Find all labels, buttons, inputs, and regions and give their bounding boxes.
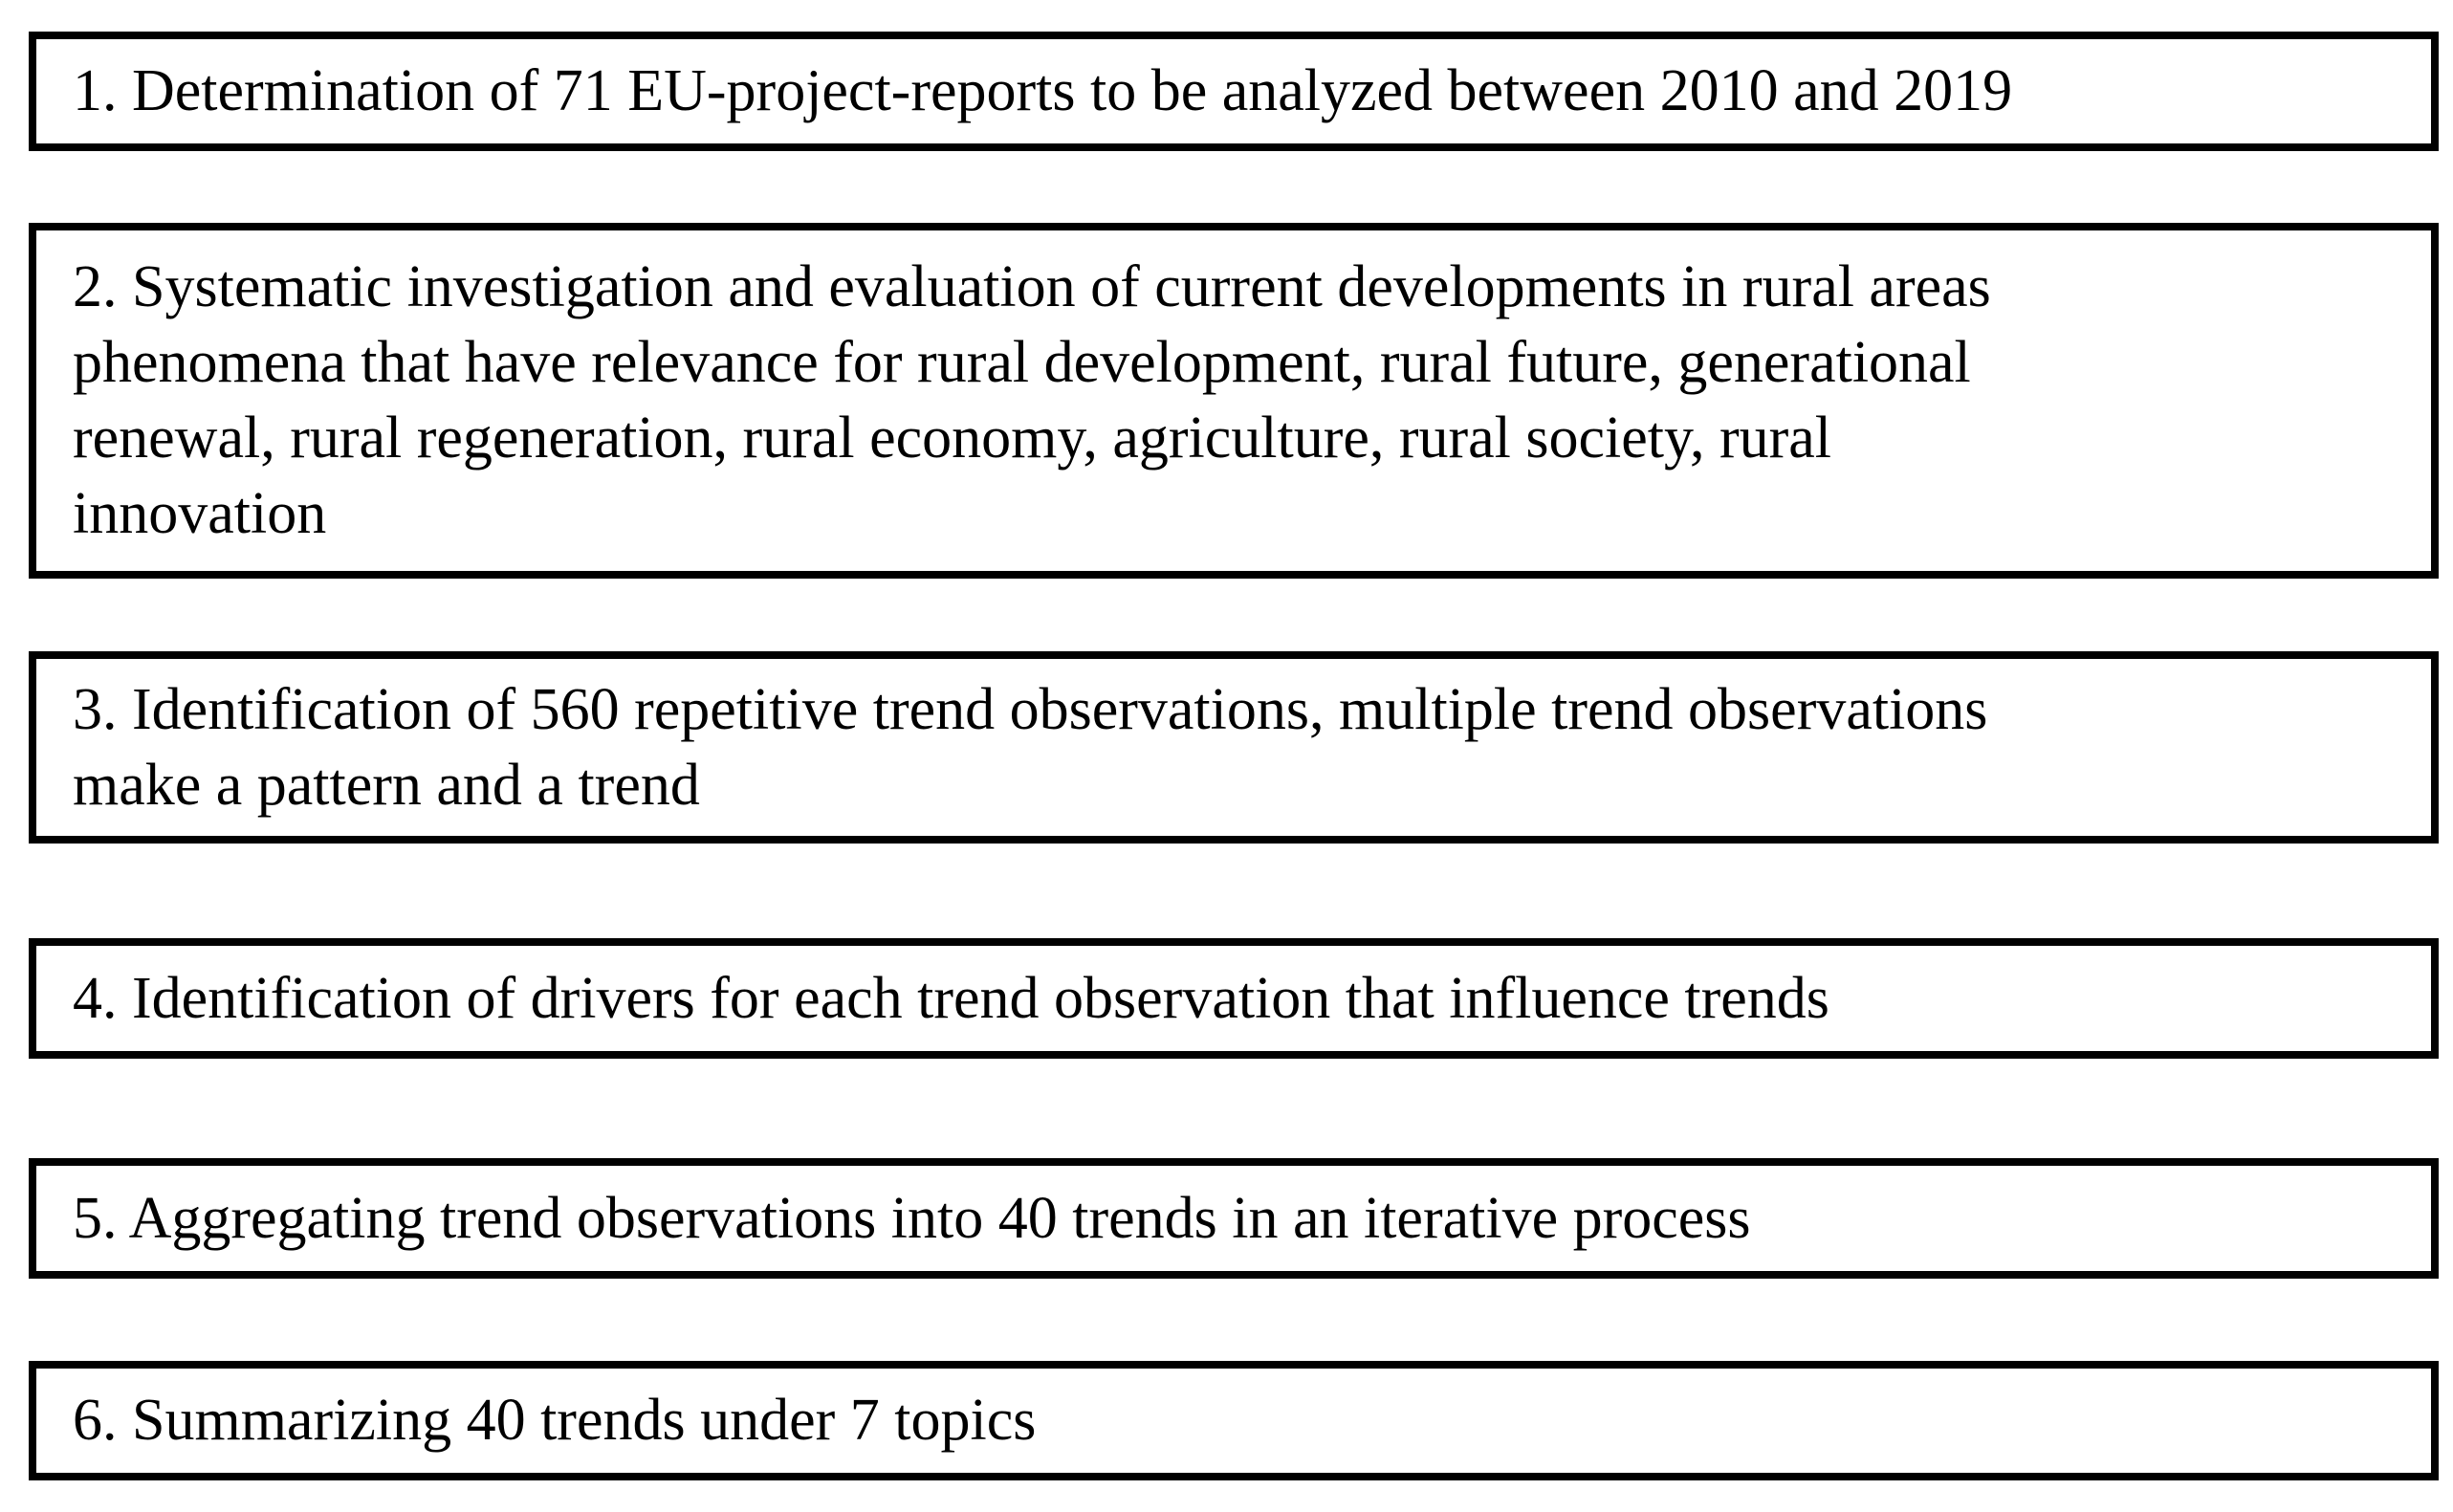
- step-box-6: 6. Summarizing 40 trends under 7 topics: [29, 1361, 2439, 1480]
- step-box-2: 2. Systematic investigation and evaluati…: [29, 223, 2439, 579]
- step-2-label: 2. Systematic investigation and evaluati…: [73, 254, 1991, 546]
- step-box-3: 3. Identification of 560 repetitive tren…: [29, 651, 2439, 844]
- step-1-label: 1. Determination of 71 EU-project-report…: [73, 58, 2013, 123]
- step-box-5: 5. Aggregating trend observations into 4…: [29, 1158, 2439, 1279]
- step-box-1: 1. Determination of 71 EU-project-report…: [29, 32, 2439, 151]
- step-6-label: 6. Summarizing 40 trends under 7 topics: [73, 1388, 1037, 1453]
- step-5-label: 5. Aggregating trend observations into 4…: [73, 1185, 1751, 1251]
- step-3-label: 3. Identification of 560 repetitive tren…: [73, 676, 1988, 818]
- step-box-4: 4. Identification of drivers for each tr…: [29, 938, 2439, 1059]
- step-4-label: 4. Identification of drivers for each tr…: [73, 965, 1829, 1031]
